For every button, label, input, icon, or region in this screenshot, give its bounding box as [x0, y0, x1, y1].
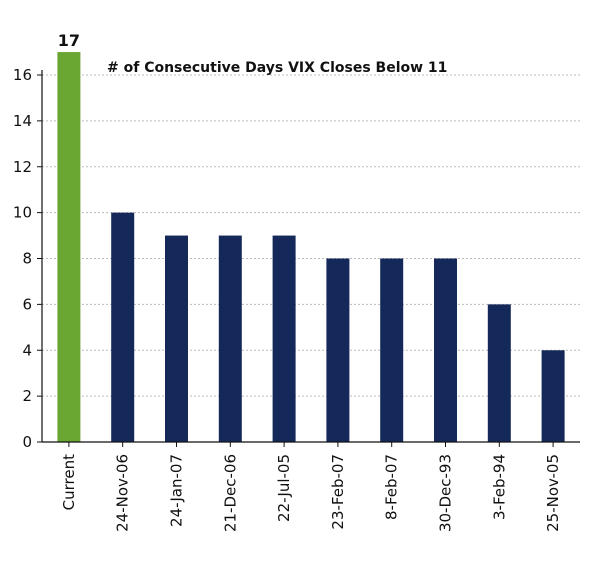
bar — [272, 235, 296, 442]
x-tick-label: 23-Feb-07 — [329, 454, 347, 530]
bar-data-label: 17 — [58, 31, 80, 50]
x-tick-label: 30-Dec-93 — [437, 454, 455, 532]
bar — [111, 212, 135, 442]
bar — [434, 258, 457, 442]
bar — [380, 258, 404, 442]
x-tick-label: 24-Nov-06 — [114, 454, 132, 532]
x-tick-label: Current — [60, 454, 78, 510]
bar — [326, 258, 350, 442]
y-tick-label: 0 — [22, 433, 32, 451]
y-tick-label: 10 — [13, 204, 32, 222]
x-tick-label: 24-Jan-07 — [168, 454, 186, 527]
y-tick-label: 14 — [13, 112, 32, 130]
y-tick-label: 6 — [22, 295, 32, 313]
bar — [541, 350, 565, 442]
y-tick-label: 12 — [13, 158, 32, 176]
x-tick-label: 3-Feb-94 — [490, 454, 508, 520]
y-tick-label: 8 — [22, 250, 32, 268]
bars: 17 — [57, 31, 565, 442]
y-tick-label: 4 — [22, 341, 32, 359]
bar — [218, 235, 242, 442]
x-tick-label: 25-Nov-05 — [544, 454, 562, 532]
bar — [57, 52, 81, 442]
bar — [487, 304, 511, 442]
bar — [165, 235, 188, 442]
x-tick-label: 22-Jul-05 — [275, 454, 293, 522]
x-tick-label: 8-Feb-07 — [383, 454, 401, 520]
y-tick-label: 16 — [13, 66, 32, 84]
axes: 0 2 4 6 8 10 12 14 16 Current 24-Nov-06 24-Jan-07 21… — [13, 66, 580, 532]
x-tick-label: 21-Dec-06 — [221, 454, 239, 532]
y-tick-label: 2 — [22, 387, 32, 405]
chart-title: # of Consecutive Days VIX Closes Below 1… — [107, 60, 447, 76]
